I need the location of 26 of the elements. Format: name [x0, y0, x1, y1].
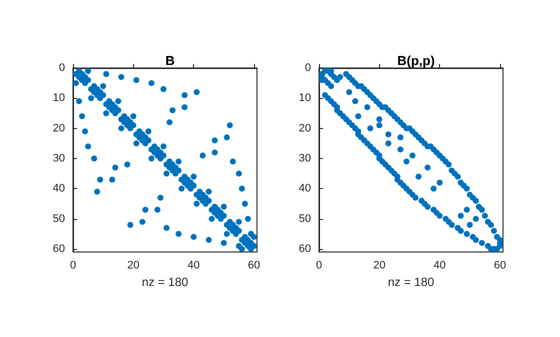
y-tick-label: 40	[298, 182, 311, 195]
x-tick-label: 60	[494, 260, 506, 272]
x-tick-label: 40	[434, 260, 446, 272]
y-tick-label: 20	[52, 122, 65, 134]
chart-title: B(p,p)	[397, 53, 435, 68]
x-tick-label: 0	[316, 260, 322, 272]
x-tick-label: 0	[70, 260, 76, 272]
chart-title: B	[165, 53, 175, 68]
y-tick-label: 0	[58, 62, 65, 74]
y-tick-label: 30	[52, 152, 65, 164]
y-tick-label: 30	[298, 152, 311, 164]
x-tick-label: 20	[373, 260, 386, 272]
y-tick-label: 0	[304, 62, 311, 74]
y-tick-label: 60	[298, 242, 311, 255]
y-tick-label: 50	[52, 212, 65, 225]
x-tick-label: 60	[248, 260, 260, 272]
y-tick-label: 50	[298, 212, 311, 225]
y-tick-label: 10	[52, 92, 65, 104]
y-tick-label: 10	[298, 92, 311, 104]
y-tick-label: 60	[52, 242, 65, 255]
x-axis-title: nz = 180	[388, 274, 435, 289]
y-tick-label: 40	[52, 182, 65, 195]
x-tick-label: 20	[127, 260, 140, 272]
x-axis-title: nz = 180	[142, 274, 189, 289]
y-tick-label: 20	[298, 122, 311, 134]
x-tick-label: 40	[188, 260, 200, 272]
